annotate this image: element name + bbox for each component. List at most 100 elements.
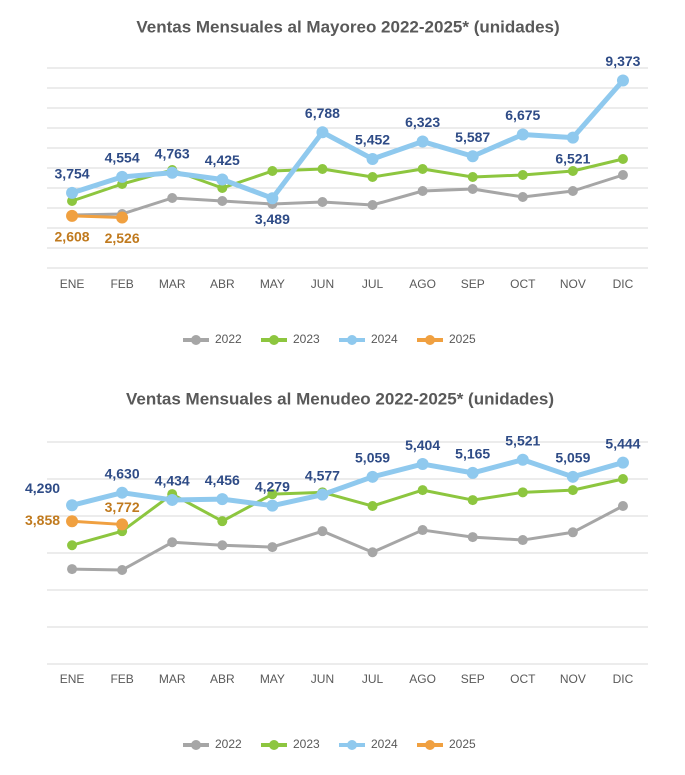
series-line xyxy=(71,477,624,547)
point xyxy=(616,74,629,87)
data-label: 5,444 xyxy=(605,435,640,451)
point xyxy=(367,501,378,512)
series-line xyxy=(71,519,123,526)
point xyxy=(467,495,478,506)
data-label: 6,788 xyxy=(305,105,340,121)
chart-title: Ventas Mensuales al Mayoreo 2022-2025* (… xyxy=(136,17,559,36)
point xyxy=(617,501,628,512)
series-line xyxy=(72,504,624,572)
point xyxy=(466,150,479,163)
x-tick-label: SEP xyxy=(461,672,485,686)
point xyxy=(567,485,578,496)
series-line xyxy=(71,214,123,219)
x-tick-label: JUN xyxy=(311,277,334,291)
data-label: 2,608 xyxy=(55,229,90,245)
series-line xyxy=(71,78,625,201)
point xyxy=(67,564,78,575)
point xyxy=(467,172,478,182)
point xyxy=(317,164,328,174)
data-label: 3,772 xyxy=(105,499,140,515)
point xyxy=(467,184,478,194)
point xyxy=(466,466,479,479)
point xyxy=(217,183,228,193)
x-tick-label: NOV xyxy=(560,672,586,686)
data-label: 4,577 xyxy=(305,467,340,483)
legend-marker xyxy=(269,740,279,750)
legend-label: 2025 xyxy=(449,737,476,751)
point xyxy=(516,453,529,466)
point xyxy=(366,470,379,483)
point xyxy=(116,518,129,531)
legend-label: 2022 xyxy=(215,332,242,346)
x-tick-label: FEB xyxy=(110,672,133,686)
point xyxy=(67,196,78,206)
point xyxy=(116,486,129,499)
point xyxy=(566,470,579,483)
point xyxy=(567,186,578,196)
legend-marker xyxy=(191,740,201,750)
point xyxy=(266,499,279,512)
legend-marker xyxy=(347,740,357,750)
legend-marker xyxy=(425,740,435,750)
data-label: 4,425 xyxy=(205,152,240,168)
data-label: 6,675 xyxy=(505,107,540,123)
point xyxy=(517,487,528,498)
legend-marker xyxy=(347,335,357,345)
data-label: 4,763 xyxy=(155,145,190,161)
data-label: 6,323 xyxy=(405,114,440,130)
point xyxy=(367,172,378,182)
point xyxy=(516,128,529,141)
point xyxy=(517,170,528,180)
legend-label: 2023 xyxy=(293,737,320,751)
point xyxy=(567,527,578,538)
legend-label: 2024 xyxy=(371,737,398,751)
point xyxy=(367,547,378,558)
point xyxy=(317,197,328,207)
point xyxy=(267,166,278,176)
point xyxy=(617,170,628,180)
point xyxy=(517,535,528,546)
x-tick-label: ENE xyxy=(60,277,85,291)
x-tick-label: MAY xyxy=(260,277,285,291)
data-label: 3,754 xyxy=(55,166,90,182)
legend-label: 2025 xyxy=(449,332,476,346)
legend-label: 2023 xyxy=(293,332,320,346)
point xyxy=(417,485,428,496)
point xyxy=(66,515,79,528)
point xyxy=(616,456,629,469)
point xyxy=(566,131,579,144)
point xyxy=(66,209,79,222)
x-tick-label: JUL xyxy=(362,277,384,291)
point xyxy=(216,493,229,506)
x-tick-label: AGO xyxy=(409,277,436,291)
x-tick-label: DIC xyxy=(613,672,634,686)
data-label: 4,279 xyxy=(255,478,290,494)
data-label: 5,521 xyxy=(505,432,540,448)
legend-marker xyxy=(269,335,279,345)
data-label: 4,434 xyxy=(155,473,190,489)
point xyxy=(316,488,329,501)
data-label: 6,521 xyxy=(555,150,590,166)
point xyxy=(517,192,528,202)
data-label: 5,165 xyxy=(455,446,490,462)
point xyxy=(67,540,78,551)
data-label: 5,059 xyxy=(555,450,590,466)
point xyxy=(66,499,79,512)
data-label: 4,290 xyxy=(25,480,60,496)
x-tick-label: JUL xyxy=(362,672,384,686)
x-tick-label: JUN xyxy=(311,672,334,686)
legend-label: 2022 xyxy=(215,737,242,751)
data-label: 4,630 xyxy=(105,465,140,481)
data-label: 4,554 xyxy=(105,150,140,166)
point xyxy=(316,126,329,139)
point xyxy=(317,526,328,537)
data-label: 5,452 xyxy=(355,132,390,148)
point xyxy=(266,192,279,205)
x-tick-label: NOV xyxy=(560,277,586,291)
point xyxy=(367,200,378,210)
point xyxy=(267,542,278,553)
point xyxy=(116,170,129,183)
data-label: 5,404 xyxy=(405,437,440,453)
point xyxy=(267,489,278,500)
x-tick-label: OCT xyxy=(510,277,536,291)
